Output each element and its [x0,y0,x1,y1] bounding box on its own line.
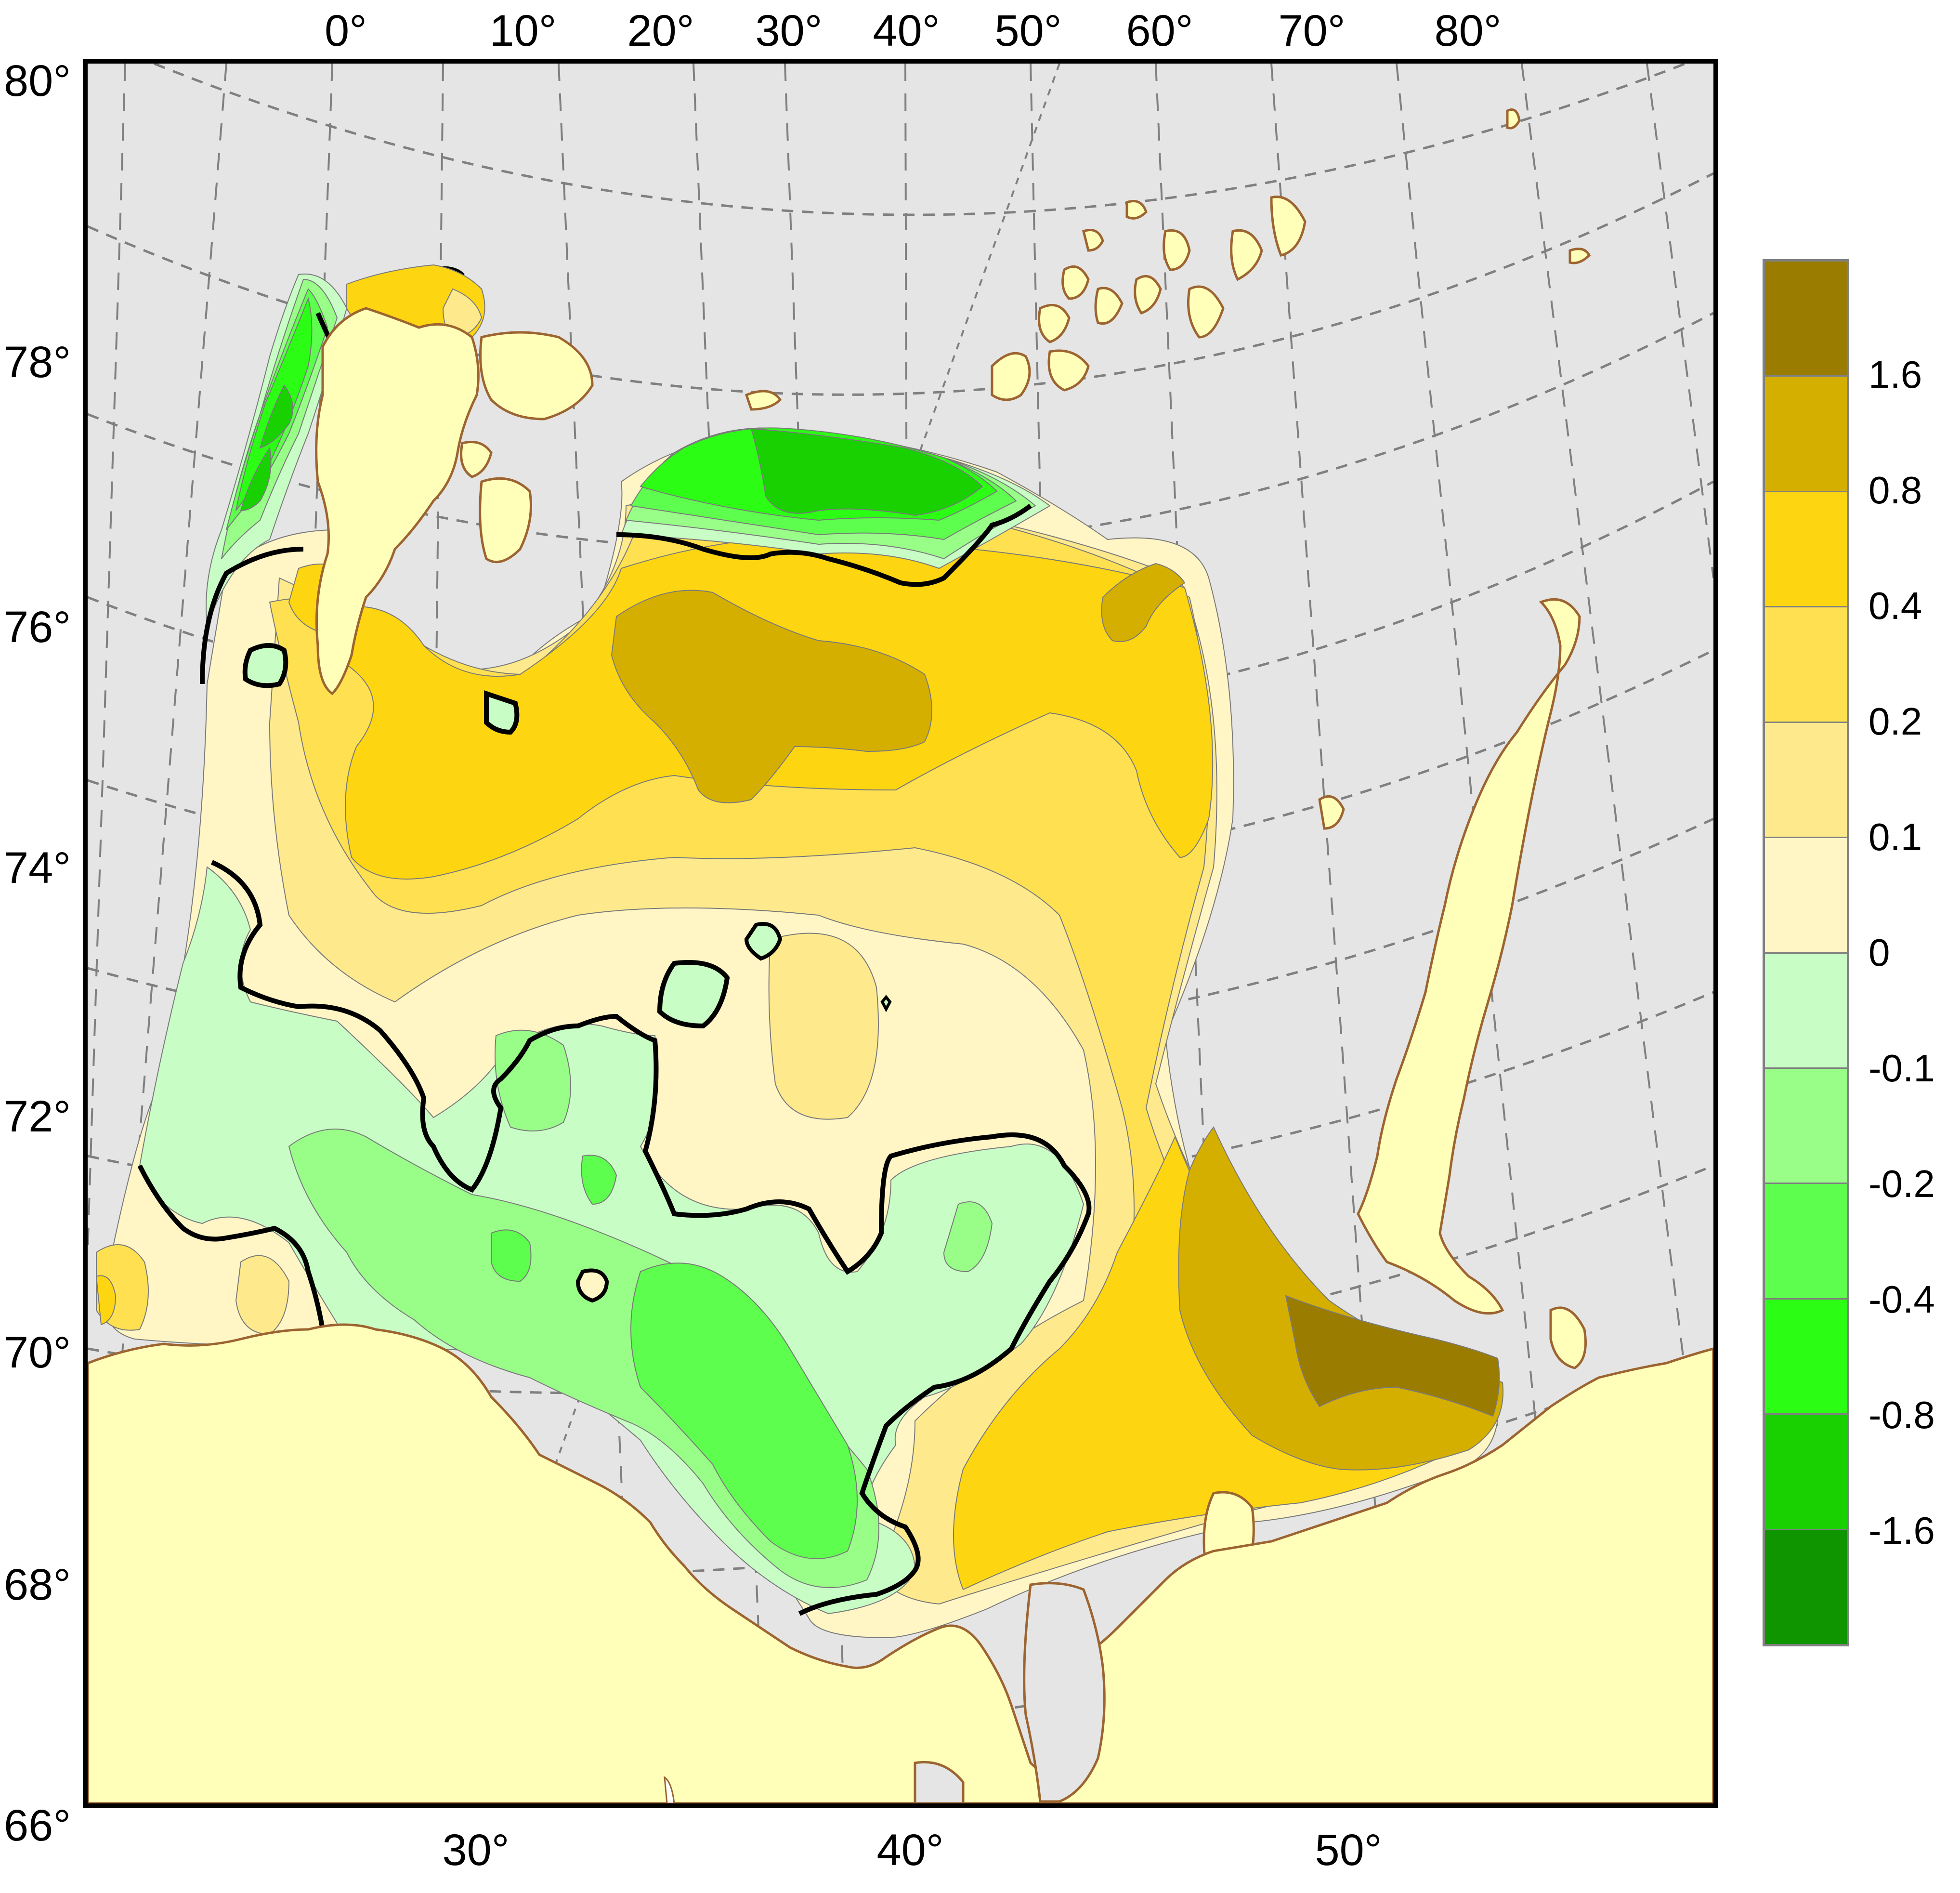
colorbar-tick: -0.2 [1869,1162,1935,1205]
top-lon-label-30: 30° [755,6,823,55]
colorbar-tick: 0.4 [1869,584,1922,627]
colorbar-bin-0.8-1.6 [1765,377,1847,492]
colorbar-bin-0.1-0.2 [1765,723,1847,839]
lat-label-68: 68° [4,1560,71,1609]
colorbar-tick: 1.6 [1869,353,1922,396]
lat-label-80: 80° [4,56,71,105]
colorbar-tick: 0 [1869,931,1890,974]
lat-label-66: 66° [4,1801,71,1850]
land [88,108,1713,1803]
colorbar-bin-lt-neg1.6 [1765,1530,1847,1644]
svalbard [315,307,480,696]
colorbar-bin-neg0.1-0 [1765,953,1847,1069]
novaya-zemlya [1357,598,1581,1315]
franz-josef-land [991,352,1031,401]
bottom-lon-label-50: 50° [1315,1826,1382,1875]
colorbar-bin-0.2-0.4 [1765,607,1847,723]
colorbar-tick: 0.1 [1869,815,1922,858]
lat-label-70: 70° [4,1328,71,1377]
colorbar-bin-neg1.6-neg0.8 [1765,1415,1847,1530]
contour-field [95,264,1504,1639]
top-lon-label-80: 80° [1434,6,1502,55]
barentsoya [460,441,493,478]
colorbar-tick: -0.1 [1869,1047,1935,1090]
colorbar-tick: 0.2 [1869,700,1922,743]
colorbar-bin-gt-1.6 [1765,262,1847,377]
top-lon-label-70: 70° [1278,6,1346,55]
bottom-lon-label-40: 40° [876,1826,944,1875]
top-lon-label-60: 60° [1126,6,1193,55]
mainland [88,1323,1713,1803]
nordaustlandet [479,331,594,421]
bottom-lon-label-30: 30° [442,1826,510,1875]
lat-label-74: 74° [4,843,71,893]
colorbar-tick: -0.4 [1869,1278,1935,1321]
colorbar-bin-0-0.1 [1765,838,1847,954]
colorbar-bin-neg0.2-neg0.1 [1765,1068,1847,1184]
colorbar [1763,259,1849,1646]
colorbar-tick: -1.6 [1869,1509,1935,1552]
map-plot-area [83,59,1718,1808]
lat-label-72: 72° [4,1092,71,1141]
colorbar-bin-neg0.4-neg0.2 [1765,1184,1847,1300]
edgeoya [479,477,532,564]
colorbar-tick: -0.8 [1869,1393,1935,1436]
top-lon-label-0: 0° [325,6,367,55]
top-lon-label-50: 50° [994,6,1062,55]
lat-label-78: 78° [4,338,71,387]
map-canvas [88,64,1713,1803]
colorbar-bin-0.4-0.8 [1765,492,1847,608]
top-lon-label-10: 10° [489,6,557,55]
colorbar-tick: 0.8 [1869,469,1922,512]
top-lon-label-20: 20° [627,6,694,55]
colorbar-bin-neg0.8-neg0.4 [1765,1299,1847,1415]
top-lon-label-40: 40° [873,6,940,55]
lat-label-76: 76° [4,603,71,652]
